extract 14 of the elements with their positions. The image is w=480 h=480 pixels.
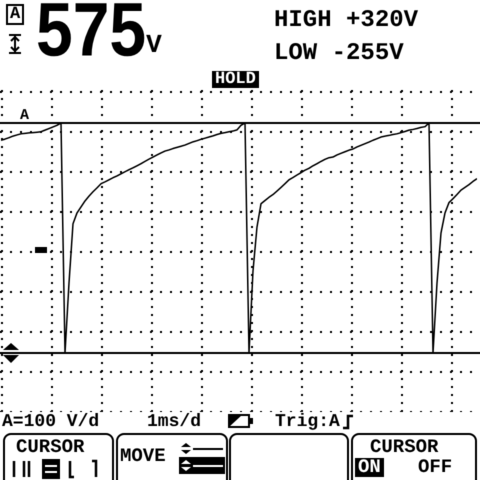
text: 1ms/d [147, 412, 202, 432]
text: MOVE [120, 445, 166, 467]
text: A=100 V/d [2, 412, 100, 432]
text: 575V [36, 0, 162, 72]
text: CURSOR [16, 436, 84, 458]
text: LOW -255V [274, 40, 404, 67]
text: A [6, 4, 24, 25]
text: HOLD [212, 70, 259, 89]
text: OFF [418, 456, 452, 478]
annotation: A [20, 107, 30, 124]
text: HIGH +320V [274, 7, 418, 34]
text: CURSOR [370, 436, 438, 458]
text: Trig:A [275, 412, 340, 432]
text: ON [355, 456, 384, 478]
